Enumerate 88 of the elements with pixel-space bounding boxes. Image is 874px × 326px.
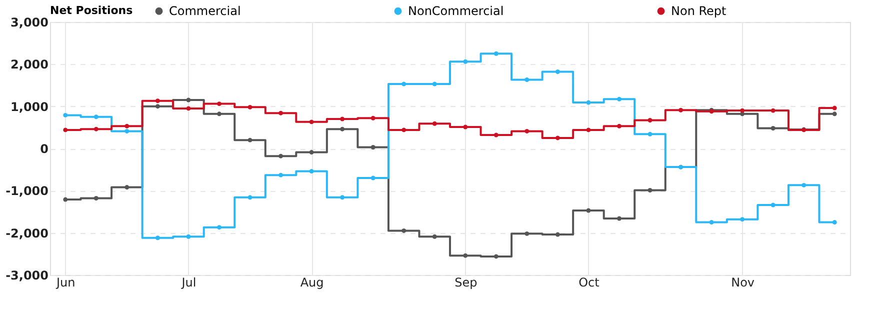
- point: [524, 78, 530, 82]
- point: [740, 217, 745, 222]
- point: [709, 220, 714, 225]
- legend-label: Non Rept: [671, 4, 727, 18]
- point: [155, 98, 160, 104]
- point: [494, 132, 498, 138]
- y-tick-label: 1,000: [10, 100, 48, 114]
- point: [63, 128, 68, 132]
- point: [648, 132, 652, 136]
- point: [832, 220, 837, 225]
- point: [248, 195, 252, 200]
- point: [309, 120, 314, 124]
- point: [402, 128, 406, 132]
- point: [463, 253, 468, 258]
- point: [370, 145, 376, 150]
- point: [155, 236, 160, 240]
- point: [94, 126, 98, 132]
- x-tick-label: Jun: [56, 276, 76, 290]
- point: [740, 108, 745, 113]
- point: [524, 128, 530, 134]
- point: [155, 104, 160, 109]
- point: [494, 51, 498, 56]
- x-tick-label: Jul: [180, 276, 196, 290]
- point: [555, 136, 560, 140]
- x-tick-label: Aug: [300, 276, 324, 290]
- point: [494, 254, 498, 259]
- point: [63, 197, 68, 202]
- point: [124, 124, 130, 128]
- point: [616, 216, 622, 221]
- point: [309, 169, 314, 174]
- x-tick-label: Sep: [454, 276, 478, 290]
- point: [770, 202, 776, 208]
- legend-label: NonCommercial: [408, 4, 504, 18]
- point: [216, 225, 222, 230]
- point: [186, 106, 191, 111]
- y-tick-label: 0: [40, 142, 48, 156]
- point: [278, 154, 284, 158]
- point: [186, 234, 191, 239]
- point: [832, 106, 837, 110]
- y-tick-label: 3,000: [10, 16, 48, 30]
- point: [124, 185, 130, 190]
- point: [63, 112, 68, 118]
- point: [586, 100, 591, 105]
- point: [586, 128, 591, 132]
- point: [432, 234, 437, 239]
- point: [370, 176, 376, 180]
- point: [340, 116, 345, 122]
- point: [555, 70, 560, 74]
- point: [770, 126, 776, 130]
- point: [463, 124, 468, 130]
- point: [648, 118, 652, 122]
- x-tick-label: Oct: [578, 276, 600, 290]
- legend-label: Commercial: [169, 4, 241, 18]
- point: [432, 121, 437, 126]
- point: [94, 114, 98, 120]
- point: [402, 82, 406, 86]
- point: [278, 172, 284, 178]
- point: [616, 124, 622, 128]
- y-tick-label: -3,000: [6, 268, 48, 282]
- point: [124, 128, 130, 134]
- point: [248, 104, 252, 110]
- point: [463, 59, 468, 64]
- point: [340, 195, 345, 200]
- point: [309, 150, 314, 155]
- point: [216, 102, 222, 106]
- point: [524, 231, 530, 236]
- legend-title: Net Positions: [50, 4, 134, 17]
- point: [186, 98, 191, 102]
- y-tick-label: 2,000: [10, 58, 48, 72]
- point: [248, 138, 252, 142]
- point: [802, 182, 806, 188]
- point: [340, 126, 345, 132]
- point: [678, 108, 684, 112]
- point: [94, 196, 98, 200]
- point: [370, 116, 376, 120]
- point: [216, 112, 222, 116]
- point: [402, 228, 406, 233]
- y-tick-label: -1,000: [6, 184, 48, 198]
- point: [586, 208, 591, 213]
- point: [555, 232, 560, 237]
- x-tick-label: Nov: [731, 276, 755, 290]
- y-tick-label: -2,000: [6, 226, 48, 240]
- point: [278, 110, 284, 116]
- point: [770, 108, 776, 113]
- point: [432, 82, 437, 86]
- point: [616, 96, 622, 102]
- point: [648, 188, 652, 192]
- point: [832, 112, 837, 116]
